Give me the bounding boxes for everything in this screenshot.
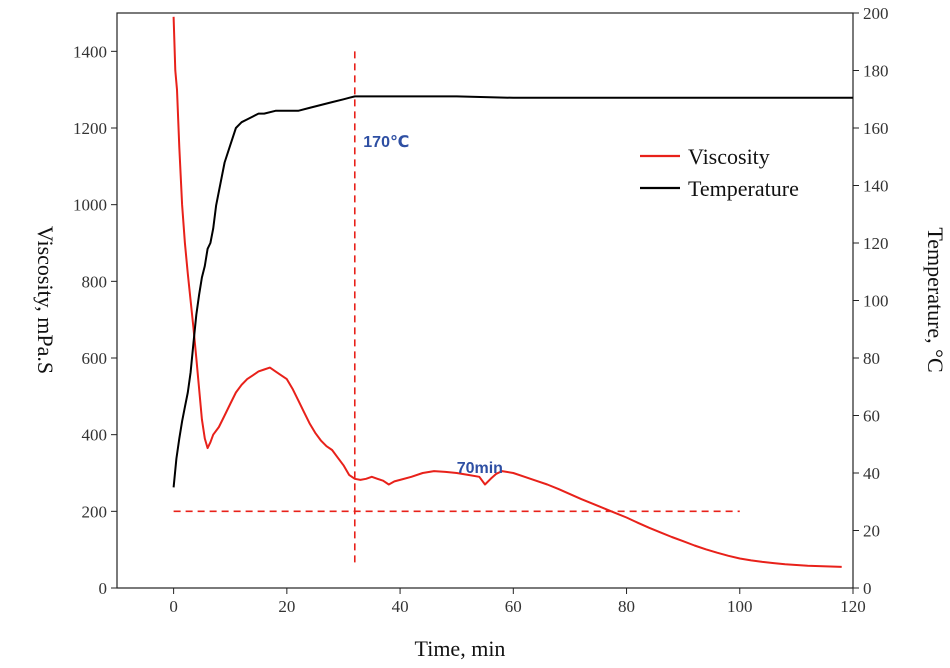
y-right-tick-label: 140 (863, 177, 889, 196)
reference-lines (173, 51, 740, 565)
legend-temperature-label: Temperature (688, 176, 799, 201)
plot-frame (116, 12, 854, 589)
ticks: 0 20 40 60 80 100 1200200400600800100012001400… (73, 4, 889, 616)
y-right-tick-label: 20 (863, 522, 880, 541)
x-tick-label: 80 (618, 597, 635, 616)
x-tick-label: 0 (169, 597, 178, 616)
y-left-tick-label: 0 (99, 579, 108, 598)
x-tick-label: 40 (392, 597, 409, 616)
y-left-tick-label: 400 (82, 426, 108, 445)
y-left-tick-label: 800 (82, 272, 108, 291)
y-right-tick-label: 60 (863, 407, 880, 426)
y-axis-right-title: Temperature, °C (923, 227, 948, 372)
annotations: 170℃ 70min (363, 134, 503, 477)
y-left-tick-label: 1200 (73, 119, 107, 138)
x-tick-label: 20 (278, 597, 295, 616)
y-right-tick-label: 180 (863, 62, 889, 81)
x-axis-title: Time, min (415, 636, 506, 661)
y-left-tick-label: 1400 (73, 42, 107, 61)
series-line-viscosity (172, 16, 842, 568)
y-right-tick-label: 0 (863, 579, 872, 598)
y-right-tick-label: 80 (863, 349, 880, 368)
series-line-temperature (172, 95, 853, 488)
annotation-label: 170℃ (363, 134, 409, 151)
series-lines (172, 16, 853, 568)
y-right-tick-label: 120 (863, 234, 889, 253)
x-tick-label: 120 (840, 597, 866, 616)
y-right-tick-label: 200 (863, 4, 889, 23)
y-right-tick-label: 160 (863, 119, 889, 138)
y-right-tick-label: 100 (863, 292, 889, 311)
x-tick-label: 60 (505, 597, 522, 616)
legend-viscosity-label: Viscosity (688, 144, 770, 169)
y-left-tick-label: 200 (82, 502, 108, 521)
y-left-tick-label: 1000 (73, 196, 107, 215)
y-left-tick-label: 600 (82, 349, 108, 368)
y-right-tick-label: 40 (863, 464, 880, 483)
legend: Viscosity Temperature (640, 144, 799, 201)
x-tick-label: 100 (727, 597, 753, 616)
annotation-label: 70min (457, 460, 503, 477)
y-axis-left-title: Viscosity, mPa.S (33, 226, 58, 374)
